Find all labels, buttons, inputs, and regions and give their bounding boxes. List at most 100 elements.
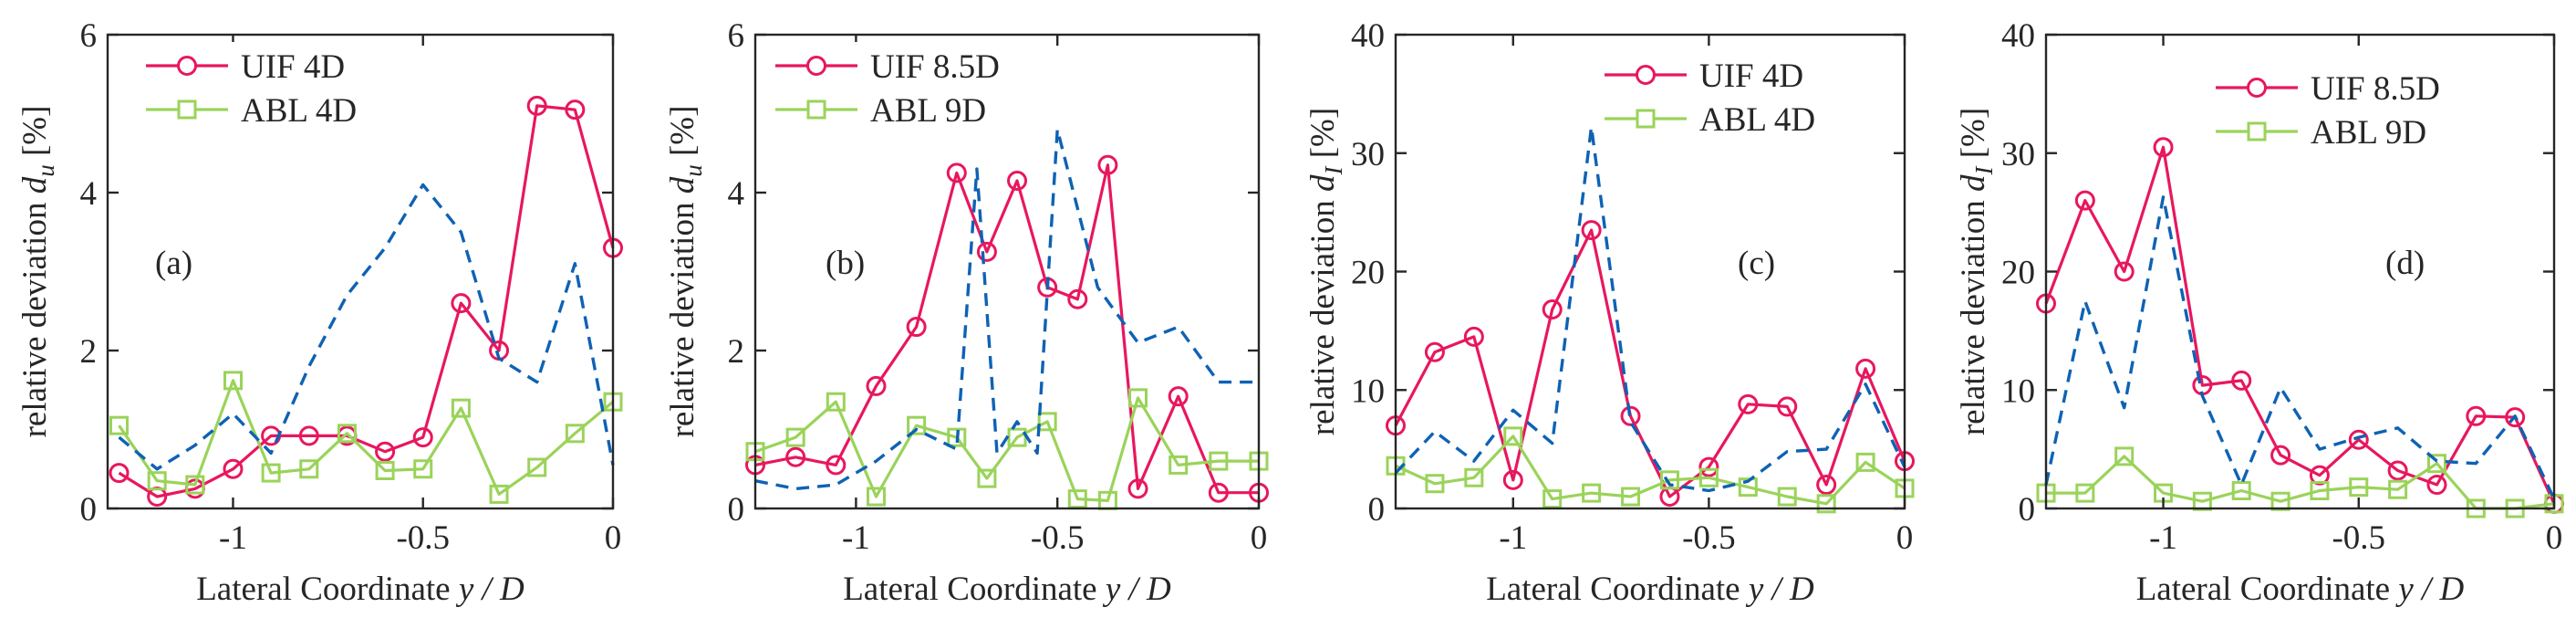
data-point-uif <box>866 375 887 396</box>
data-point-abl <box>2192 491 2212 511</box>
x-axis-label: Lateral Coordinate y / D <box>1486 571 1814 608</box>
legend-marker-abl <box>806 100 826 120</box>
data-point-uif <box>451 293 472 314</box>
series-line-uif <box>2044 145 2556 505</box>
data-point-uif <box>1738 393 1759 414</box>
series-line-uif <box>754 163 1259 495</box>
data-point-abl <box>261 463 281 483</box>
data-point-abl <box>565 424 585 444</box>
y-tick-label: 30 <box>2001 136 2035 173</box>
data-point-abl <box>337 424 357 444</box>
legend-label: UIF 4D <box>241 48 345 86</box>
data-point-uif <box>298 425 319 446</box>
y-axis-label: relative deviation dI [%] <box>1955 108 1998 435</box>
data-point-uif <box>1698 456 1719 477</box>
legend: UIF 4D ABL 4D <box>1601 51 1884 139</box>
panel-b: -1 -0.5 0 0 2 4 6 Lateral Coordinate y / D relat… <box>664 17 1269 608</box>
axes-box <box>753 33 1261 510</box>
data-point-uif <box>1097 154 1118 175</box>
data-point-abl <box>1698 467 1719 487</box>
data-point-abl <box>299 459 319 479</box>
panel-label: (b) <box>826 245 865 282</box>
x-tick-label: -1 <box>1499 519 1527 557</box>
data-point-uif <box>223 458 244 479</box>
data-point-abl <box>2270 491 2290 511</box>
data-point-uif <box>785 446 806 467</box>
data-point-uif <box>1855 358 1876 379</box>
data-point-abl <box>1542 489 1563 509</box>
data-point-uif <box>1542 299 1563 320</box>
x-axis-label: Lateral Coordinate y / D <box>2136 571 2465 608</box>
data-point-abl <box>1777 487 1797 507</box>
legend-marker-uif <box>2247 78 2267 98</box>
data-point-uif <box>2387 460 2408 481</box>
data-point-uif <box>1777 396 1798 417</box>
legend: UIF 8.5D ABL 9D <box>772 42 1000 133</box>
series-line-abl <box>754 396 1259 503</box>
data-point-uif <box>2114 261 2135 282</box>
data-point-abl <box>947 427 967 447</box>
y-tick-label: 0 <box>80 491 98 529</box>
data-point-uif <box>2270 445 2291 466</box>
axes-box <box>106 33 615 510</box>
x-tick-label: -1 <box>842 519 870 557</box>
y-axis-label: relative deviation dI [%] <box>1304 108 1347 435</box>
y-tick-label: 10 <box>1351 372 1385 410</box>
legend-marker-uif <box>806 56 826 76</box>
data-point-uif <box>906 317 927 338</box>
data-point-uif <box>946 162 967 183</box>
panel-a: -1 -0.5 0 0 2 4 6 Lateral Coordinate y / D relat… <box>16 17 623 608</box>
data-point-uif <box>1816 475 1837 496</box>
y-tick-label: 40 <box>2001 17 2035 55</box>
data-point-abl <box>489 484 509 504</box>
data-point-uif <box>2231 370 2252 391</box>
y-tick-label: 2 <box>728 333 745 371</box>
data-point-abl <box>977 468 997 488</box>
x-tick-label: -0.5 <box>2332 519 2385 557</box>
panel-d: -1 -0.5 0 0 10 20 30 40 Lateral Coordinate y / D… <box>1955 17 2564 608</box>
y-tick-label: 0 <box>1368 491 1386 529</box>
data-point-abl <box>907 415 927 435</box>
data-point-abl <box>2231 481 2251 501</box>
x-axis-label: Lateral Coordinate y / D <box>843 571 1171 608</box>
data-point-abl <box>1503 426 1523 446</box>
y-tick-label: 20 <box>1351 255 1385 292</box>
legend-marker-abl <box>177 100 197 120</box>
y-tick-label: 40 <box>1351 17 1385 55</box>
legend: UIF 8.5D ABL 9D <box>2212 64 2513 152</box>
y-axis-label: relative deviation du [%] <box>664 106 707 438</box>
legend: UIF 4D ABL 4D <box>142 42 357 133</box>
data-point-abl <box>2114 446 2135 466</box>
y-tick-label: 2 <box>80 333 98 371</box>
data-point-abl <box>1582 483 1602 503</box>
legend-background <box>142 42 316 133</box>
data-point-abl <box>147 471 167 491</box>
x-axis-label: Lateral Coordinate y / D <box>196 571 525 608</box>
data-point-abl <box>785 427 805 447</box>
series-line-dashed <box>118 183 615 471</box>
y-tick-label: 4 <box>80 175 98 213</box>
data-point-abl <box>2349 477 2369 498</box>
legend-label: UIF 4D <box>1699 58 1803 95</box>
data-point-abl <box>866 487 886 507</box>
data-point-uif <box>1067 288 1088 309</box>
data-point-abl <box>1128 388 1148 408</box>
panel-label: (a) <box>155 245 192 282</box>
data-point-abl <box>1816 494 1836 514</box>
data-point-uif <box>2505 407 2526 428</box>
x-tick-label: 0 <box>2546 519 2563 557</box>
data-point-abl <box>1067 489 1087 509</box>
data-point-uif <box>526 95 547 116</box>
legend-marker-abl <box>2247 121 2267 141</box>
data-point-uif <box>2309 465 2330 486</box>
data-point-abl <box>1621 487 1641 507</box>
x-tick-label: -0.5 <box>1682 519 1736 557</box>
x-tick-label: 0 <box>1896 519 1914 557</box>
data-point-uif <box>375 441 396 462</box>
data-point-abl <box>2075 483 2095 503</box>
x-tick-label: 0 <box>1251 519 1268 557</box>
data-point-uif <box>109 463 130 484</box>
legend-label: ABL 9D <box>870 92 986 130</box>
data-point-uif <box>1208 482 1229 503</box>
x-tick-label: -1 <box>2149 519 2177 557</box>
